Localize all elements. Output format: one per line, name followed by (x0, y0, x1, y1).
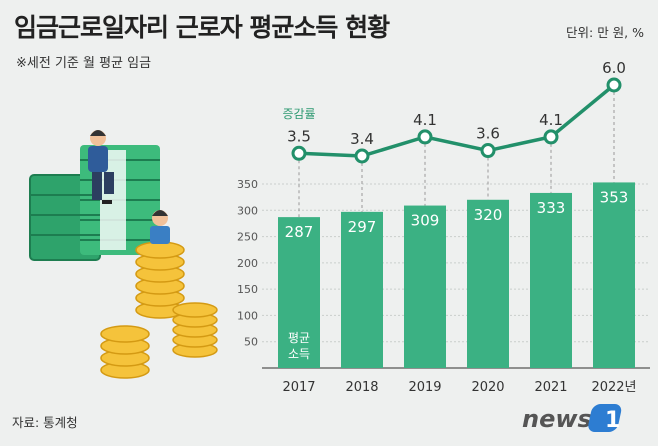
rate-point (606, 77, 622, 93)
standing-man-icon (150, 210, 170, 244)
subtitle: ※세전 기준 월 평균 임금 (16, 56, 152, 71)
rate-value-label: 4.1 (413, 111, 437, 129)
rate-point (354, 148, 370, 164)
bar-value-label: 297 (348, 218, 377, 236)
x-tick-label: 2021 (534, 380, 567, 395)
x-tick-label: 2019 (408, 380, 441, 395)
bar-value-label: 320 (474, 206, 503, 224)
bar-series-label: 소득 (288, 347, 310, 361)
x-tick-label: 2020 (471, 380, 504, 395)
rate-value-label: 3.6 (476, 125, 500, 143)
bar-value-label: 309 (411, 212, 440, 230)
x-tick-label: 2017 (282, 380, 315, 395)
bar-series-label: 평균 (288, 331, 310, 345)
rate-value-label: 3.5 (287, 127, 311, 145)
bar (404, 205, 446, 368)
svg-text:1: 1 (605, 408, 620, 433)
bar-value-label: 333 (537, 199, 566, 217)
rate-value-label: 6.0 (602, 59, 626, 77)
rate-line (298, 83, 616, 158)
rate-point (480, 143, 496, 159)
y-tick-label: 100 (237, 309, 258, 322)
coin-stack-icon (100, 241, 218, 379)
rate-value-label: 4.1 (539, 111, 563, 129)
rate-value-label: 3.4 (350, 130, 374, 148)
y-tick-label: 350 (237, 178, 258, 191)
bar-value-label: 353 (600, 188, 629, 206)
page-title: 임금근로일자리 근로자 평균소득 현황 (14, 13, 390, 42)
bar (278, 217, 320, 368)
x-tick-label: 2022년 (591, 380, 636, 395)
rate-point (543, 129, 559, 145)
y-tick-label: 150 (237, 283, 258, 296)
money-worker-illustration (29, 130, 218, 379)
rate-point (291, 145, 307, 161)
line-series-label: 증감률 (282, 107, 315, 121)
sitting-man-icon (88, 130, 114, 204)
bar-value-label: 287 (285, 223, 314, 241)
y-tick-label: 250 (237, 231, 258, 244)
source-label: 자료: 통계청 (12, 415, 78, 430)
bar (341, 211, 383, 368)
y-tick-label: 300 (237, 204, 258, 217)
bar (530, 192, 572, 368)
svg-text:news: news (522, 405, 592, 433)
x-tick-label: 2018 (345, 380, 378, 395)
y-tick-label: 200 (237, 257, 258, 270)
y-tick-label: 50 (244, 336, 258, 349)
bar (593, 182, 635, 368)
unit-label: 단위: 만 원, % (566, 25, 644, 40)
rate-point (417, 129, 433, 145)
news1-logo: news 1 (522, 404, 622, 433)
bar (467, 199, 509, 368)
